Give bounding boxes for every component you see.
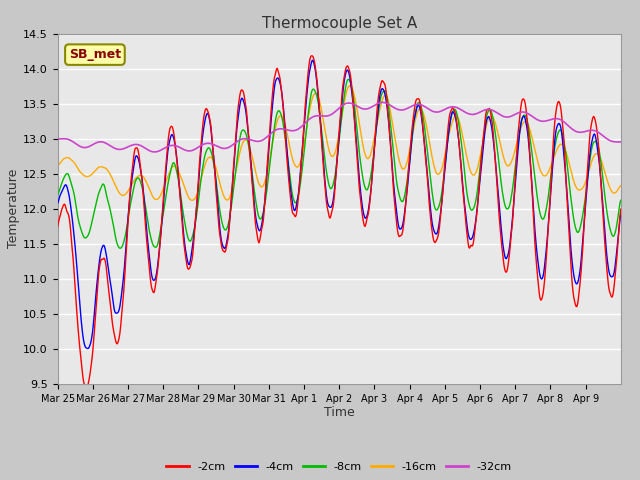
Y-axis label: Temperature: Temperature: [7, 169, 20, 249]
Title: Thermocouple Set A: Thermocouple Set A: [262, 16, 417, 31]
Text: SB_met: SB_met: [69, 48, 121, 61]
X-axis label: Time: Time: [324, 407, 355, 420]
Legend: -2cm, -4cm, -8cm, -16cm, -32cm: -2cm, -4cm, -8cm, -16cm, -32cm: [162, 457, 516, 477]
